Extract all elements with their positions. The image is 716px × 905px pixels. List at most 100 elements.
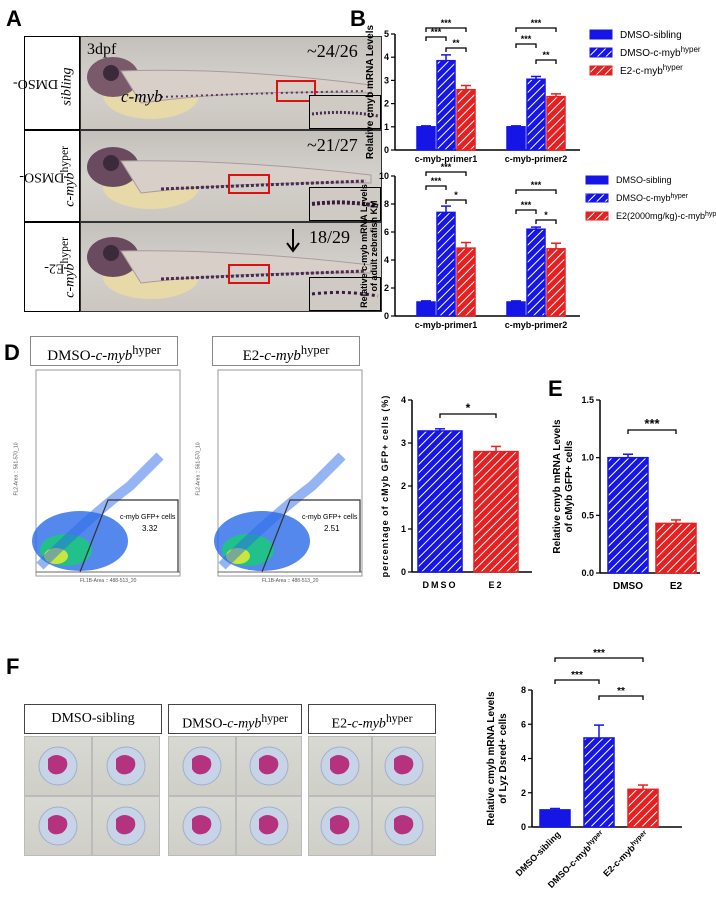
- cell-micrograph: [308, 736, 372, 796]
- significance-label: ***: [644, 416, 660, 431]
- legend-label: DMSO-sibling: [616, 175, 672, 185]
- stage-label: 3dpf: [87, 41, 117, 58]
- chart-b: 0 1 2 3 4 5 Relative cmyb mRNA Levels c-myb-pri…: [365, 18, 701, 164]
- y-tick-label: 1.0: [581, 453, 594, 463]
- embryo-image-dmso-sibling: 3dpf c-myb ~24/26: [80, 36, 382, 130]
- significance-label: ***: [441, 162, 452, 172]
- y-tick-label: 2: [521, 788, 526, 798]
- legend-swatch: [585, 193, 609, 203]
- panel-label-b: B: [350, 6, 366, 31]
- significance-bracket: [425, 27, 467, 32]
- bar: [607, 456, 649, 574]
- cell-micrograph: [372, 796, 436, 856]
- gate-label: c-myb GFP+ cells: [120, 514, 176, 521]
- bar: [416, 301, 436, 317]
- bar: [583, 737, 615, 828]
- facs-plot-dmso: c-myb GFP+ cells 3.32 FL1B-Area :: 488-5…: [10, 366, 182, 588]
- significance-bracket: [515, 43, 537, 48]
- x-tick-label: DMSO: [613, 581, 643, 592]
- significance-bracket: [445, 199, 467, 204]
- significance-label: **: [542, 50, 550, 60]
- cell-micrograph: [372, 736, 436, 796]
- significance-bracket: [439, 413, 497, 418]
- cell-micrograph: [236, 796, 302, 856]
- x-tick-label: DMSO: [423, 580, 458, 590]
- roi-box: [228, 174, 270, 194]
- cell-drawing: [249, 746, 289, 786]
- y-axis-label: of cMyb GFP+ cells: [564, 440, 575, 532]
- legend-label: DMSO-c-mybhyper: [616, 193, 689, 204]
- gate-label: c-myb GFP+ cells: [302, 514, 358, 521]
- y-tick-label: 1.5: [581, 395, 594, 405]
- significance-label: **: [617, 686, 625, 697]
- y-tick-label: 6: [384, 227, 389, 237]
- y-axis-label: Relative cmyb mRNA Levels: [365, 25, 376, 160]
- significance-bracket: [445, 47, 467, 52]
- embryo-drawing: [87, 229, 372, 299]
- chart-c: 0 2 4 6 8 10 Relative c-myb mRNA Levels of adul…: [359, 162, 716, 330]
- x-tick-text: DMSO-sibling: [514, 829, 563, 878]
- gene-label: c-myb: [121, 87, 163, 106]
- y-tick-label: 0: [384, 145, 389, 155]
- count-dmso-sibling: ~24/26: [307, 41, 358, 61]
- gate-value-dmso: 3.32: [142, 524, 158, 533]
- inset-zoom: [309, 277, 381, 311]
- chart-d: 0 1 2 3 4 percentage of cMyb GFP+ cells (%) DM…: [380, 395, 532, 590]
- bar: [436, 59, 456, 151]
- cell-micrograph: [168, 796, 236, 856]
- cell-drawing: [320, 806, 360, 846]
- y-tick-label: 0: [384, 311, 389, 321]
- y-tick-label: 2: [401, 481, 406, 491]
- significance-label: ***: [531, 18, 542, 28]
- y-tick-label: 0.0: [581, 568, 594, 578]
- facs-x-axis-label: FL1B-Area :: 488-513_20: [80, 578, 137, 584]
- legend-text: E2(2000mg/kg)-c-myb: [616, 211, 705, 221]
- y-tick-label: 2: [384, 283, 389, 293]
- gate-value-e2: 2.51: [324, 524, 340, 533]
- cell-header-dmso-sibling: DMSO-sibling: [24, 704, 162, 734]
- x-tick-text: E2-c-myb: [601, 842, 637, 878]
- facs-y-axis-label: FL2-Area :: 561-570_10: [13, 442, 20, 496]
- bar: [456, 247, 476, 317]
- bar: [526, 228, 546, 317]
- x-tick-label: c-myb-primer1: [415, 154, 478, 164]
- y-axis-label: of Lyz Dsred+ cells: [498, 713, 509, 804]
- y-tick-label: 1: [384, 122, 389, 132]
- x-tick-label: DMSO-sibling: [514, 829, 563, 878]
- y-tick-label: 6: [521, 719, 526, 729]
- bar: [546, 248, 566, 317]
- y-tick-label: 0.5: [581, 510, 594, 520]
- facs-title-e2: E2-c-mybhyper: [212, 336, 360, 366]
- x-tick-label: E2: [670, 581, 683, 592]
- significance-bracket: [598, 695, 644, 700]
- inset-zoom: [309, 187, 381, 221]
- chart-e: 0.0 0.5 1.0 1.5 Relative cmyb mRNA Levels of …: [552, 395, 700, 592]
- x-tick-label: c-myb-primer1: [415, 320, 478, 330]
- bar: [546, 95, 566, 151]
- significance-bracket: [425, 171, 467, 176]
- significance-bracket: [535, 59, 557, 64]
- y-axis-label: percentage of cMyb GFP+ cells (%): [380, 395, 390, 578]
- embryo-image-e2-cmyb: 18/29: [80, 222, 382, 312]
- significance-label: ***: [593, 648, 605, 659]
- x-tick-label: c-myb-primer2: [505, 154, 568, 164]
- panel-label-d: D: [4, 340, 20, 365]
- y-tick-label: 4: [384, 255, 389, 265]
- legend-swatch: [585, 175, 609, 185]
- cell-micrograph: [92, 736, 160, 796]
- bar: [655, 522, 697, 574]
- bar: [539, 809, 571, 828]
- row-label-e2-cmyb: E2- c-mybhyper: [24, 222, 80, 312]
- x-tick-text: DMSO-c-myb: [546, 842, 593, 889]
- panel-label-e: E: [548, 376, 563, 401]
- x-tick-label: E2: [488, 580, 503, 590]
- embryo-drawing: [87, 147, 372, 209]
- cell-drawing: [384, 746, 424, 786]
- bar: [417, 430, 463, 573]
- cell-micrograph: [168, 736, 236, 796]
- y-axis-label: Relative cmyb mRNA Levels: [486, 691, 497, 826]
- bar: [627, 788, 659, 828]
- inset-zoom: [309, 95, 381, 129]
- roi-box: [276, 80, 316, 102]
- bar: [506, 301, 526, 317]
